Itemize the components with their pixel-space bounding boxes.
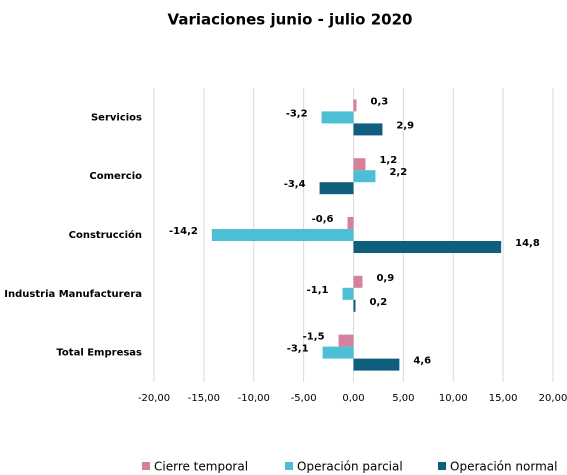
bar (353, 275, 363, 288)
x-tick-label: -5,00 (291, 393, 317, 404)
bar (321, 111, 354, 124)
x-tick-label: 20,00 (539, 393, 567, 404)
data-label: -3,4 (284, 179, 306, 190)
y-tick-label: Industria Manufacturera (4, 289, 142, 300)
data-label: 4,6 (413, 356, 431, 367)
legend-label: Operación parcial (297, 460, 403, 474)
legend-swatch (285, 462, 293, 470)
bar (353, 123, 383, 136)
data-label: -3,1 (287, 344, 309, 355)
data-label: 0,9 (376, 273, 394, 284)
data-label: -1,1 (307, 285, 329, 296)
bar (353, 241, 502, 253)
legend-label: Cierre temporal (154, 460, 248, 474)
data-label: 0,3 (370, 96, 388, 107)
bar (338, 334, 354, 347)
bar (353, 299, 356, 312)
data-label: -3,2 (286, 108, 308, 119)
bar (353, 358, 400, 371)
x-tick-label: 15,00 (489, 393, 518, 404)
x-tick-label: 0,00 (342, 393, 364, 404)
legend-swatch (438, 462, 446, 470)
bar (342, 287, 354, 300)
legend-label: Operación normal (450, 460, 557, 474)
x-tick-label: -10,00 (238, 393, 270, 404)
bar (322, 346, 354, 359)
bar (353, 158, 366, 171)
data-label: -1,5 (303, 332, 325, 343)
bar (211, 229, 354, 241)
y-tick-label: Servicios (91, 112, 142, 123)
data-label: 1,2 (379, 155, 397, 166)
x-tick-label: 5,00 (392, 393, 414, 404)
x-tick-label: -20,00 (138, 393, 170, 404)
x-tick-label: 10,00 (439, 393, 468, 404)
bar (319, 182, 354, 195)
data-label: 2,2 (389, 167, 407, 178)
y-tick-label: Comercio (89, 171, 142, 182)
legend-swatch (142, 462, 150, 470)
data-label: -14,2 (169, 226, 198, 237)
bar (347, 217, 354, 229)
data-label: 2,9 (396, 120, 414, 131)
y-tick-label: Construcción (69, 229, 142, 241)
bar (353, 170, 376, 183)
data-label: -0,6 (312, 214, 334, 225)
data-label: 14,8 (515, 238, 540, 249)
data-label: 0,2 (369, 297, 387, 308)
chart-title: Variaciones junio - julio 2020 (168, 11, 413, 29)
y-tick-label: Total Empresas (56, 348, 142, 359)
bar (353, 99, 357, 112)
x-tick-label: -15,00 (188, 393, 220, 404)
